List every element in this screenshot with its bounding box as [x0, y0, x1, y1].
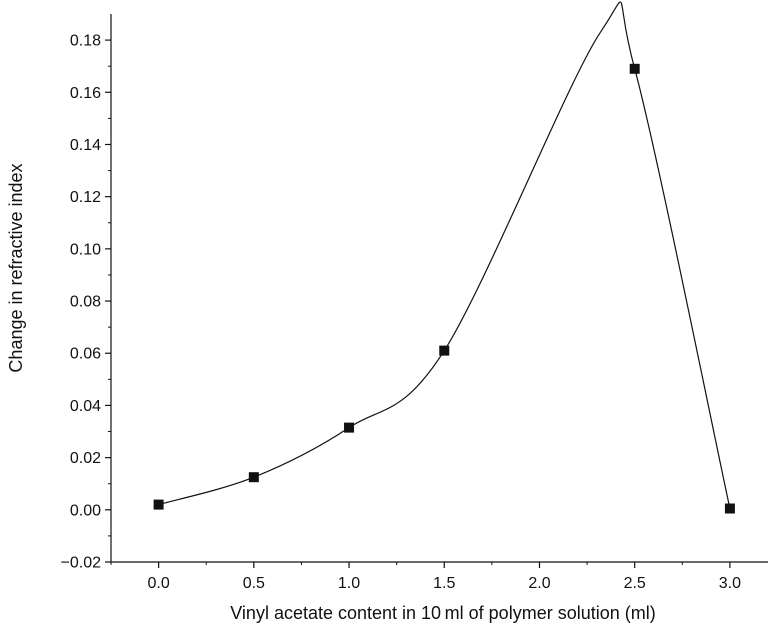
data-point	[344, 422, 355, 433]
y-tick-label: 0.00	[70, 502, 101, 519]
y-tick-label: 0.08	[70, 294, 101, 311]
y-axis-label: Change in refractive index	[6, 163, 26, 372]
x-tick-label: 0.0	[147, 575, 169, 592]
data-point	[248, 472, 259, 483]
y-tick-label: −0.02	[61, 555, 102, 572]
y-tick-label: 0.12	[70, 189, 101, 206]
y-tick-label: 0.14	[70, 137, 101, 154]
y-tick-label: 0.04	[70, 398, 101, 415]
data-point	[439, 345, 450, 356]
x-axis-label: Vinyl acetate content in 10 ml of polyme…	[230, 603, 655, 623]
data-point	[724, 503, 735, 514]
y-tick-label: 0.02	[70, 450, 101, 467]
x-ticks: 0.0 0.5 1.0 1.5 2.0 2.5 3.0	[110, 562, 741, 592]
x-tick-label: 1.0	[338, 575, 360, 592]
x-tick-label: 1.5	[433, 575, 455, 592]
fit-curve	[158, 1, 731, 509]
chart-axes	[110, 14, 768, 563]
y-ticks: −0.02 0.00 0.02 0.04 0.06 0.08 0.10 0.12 0.14 0.1…	[61, 33, 111, 572]
data-point	[629, 63, 640, 74]
plot-area	[153, 1, 735, 514]
y-tick-label: 0.18	[70, 33, 101, 50]
x-tick-label: 2.0	[528, 575, 550, 592]
x-tick-label: 3.0	[719, 575, 741, 592]
x-tick-label: 2.5	[624, 575, 646, 592]
data-point	[153, 499, 164, 510]
y-tick-label: 0.16	[70, 85, 101, 102]
x-tick-label: 0.5	[243, 575, 265, 592]
y-tick-label: 0.06	[70, 346, 101, 363]
y-tick-label: 0.10	[70, 241, 101, 258]
